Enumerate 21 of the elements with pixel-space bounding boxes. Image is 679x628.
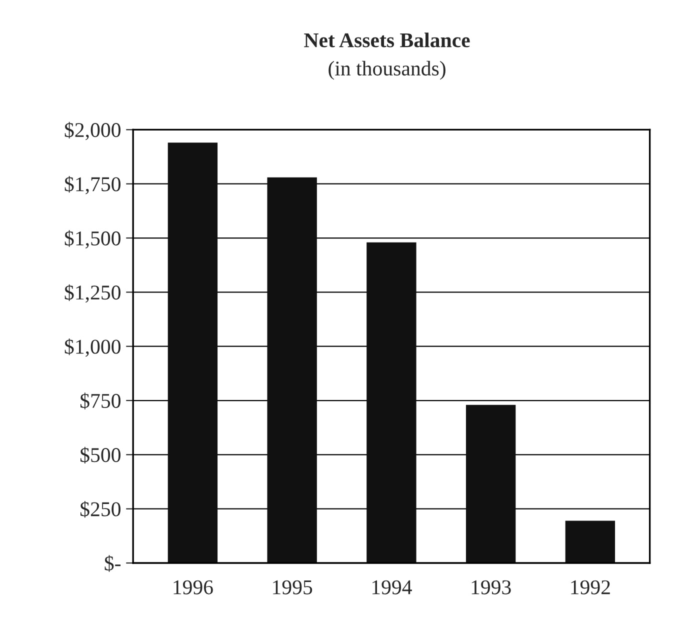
chart-subtitle: (in thousands) xyxy=(328,60,446,80)
y-tick-label: $1,250 xyxy=(64,284,120,303)
x-tick-label: 1993 xyxy=(472,580,511,594)
x-tick-label: 1992 xyxy=(571,580,610,594)
y-tick-label: $- xyxy=(104,555,121,572)
y-tick-label: $1,000 xyxy=(64,338,120,357)
x-tick-label: 1995 xyxy=(273,580,312,594)
y-tick-label: $750 xyxy=(80,392,120,410)
bar xyxy=(466,404,516,563)
bar xyxy=(366,242,416,563)
bar xyxy=(565,520,616,563)
y-tick-label: $1,750 xyxy=(64,176,120,194)
x-tick-label: 1996 xyxy=(174,580,213,594)
x-tick-label: 1994 xyxy=(372,580,412,594)
y-tick-label: $250 xyxy=(80,500,120,518)
bar xyxy=(168,142,218,563)
chart-title: Net Assets Balance xyxy=(304,32,470,48)
y-tick-label: $2,000 xyxy=(64,122,120,140)
y-tick-label: $1,500 xyxy=(64,230,120,248)
bar xyxy=(267,177,317,563)
y-tick-label: $500 xyxy=(80,446,120,464)
